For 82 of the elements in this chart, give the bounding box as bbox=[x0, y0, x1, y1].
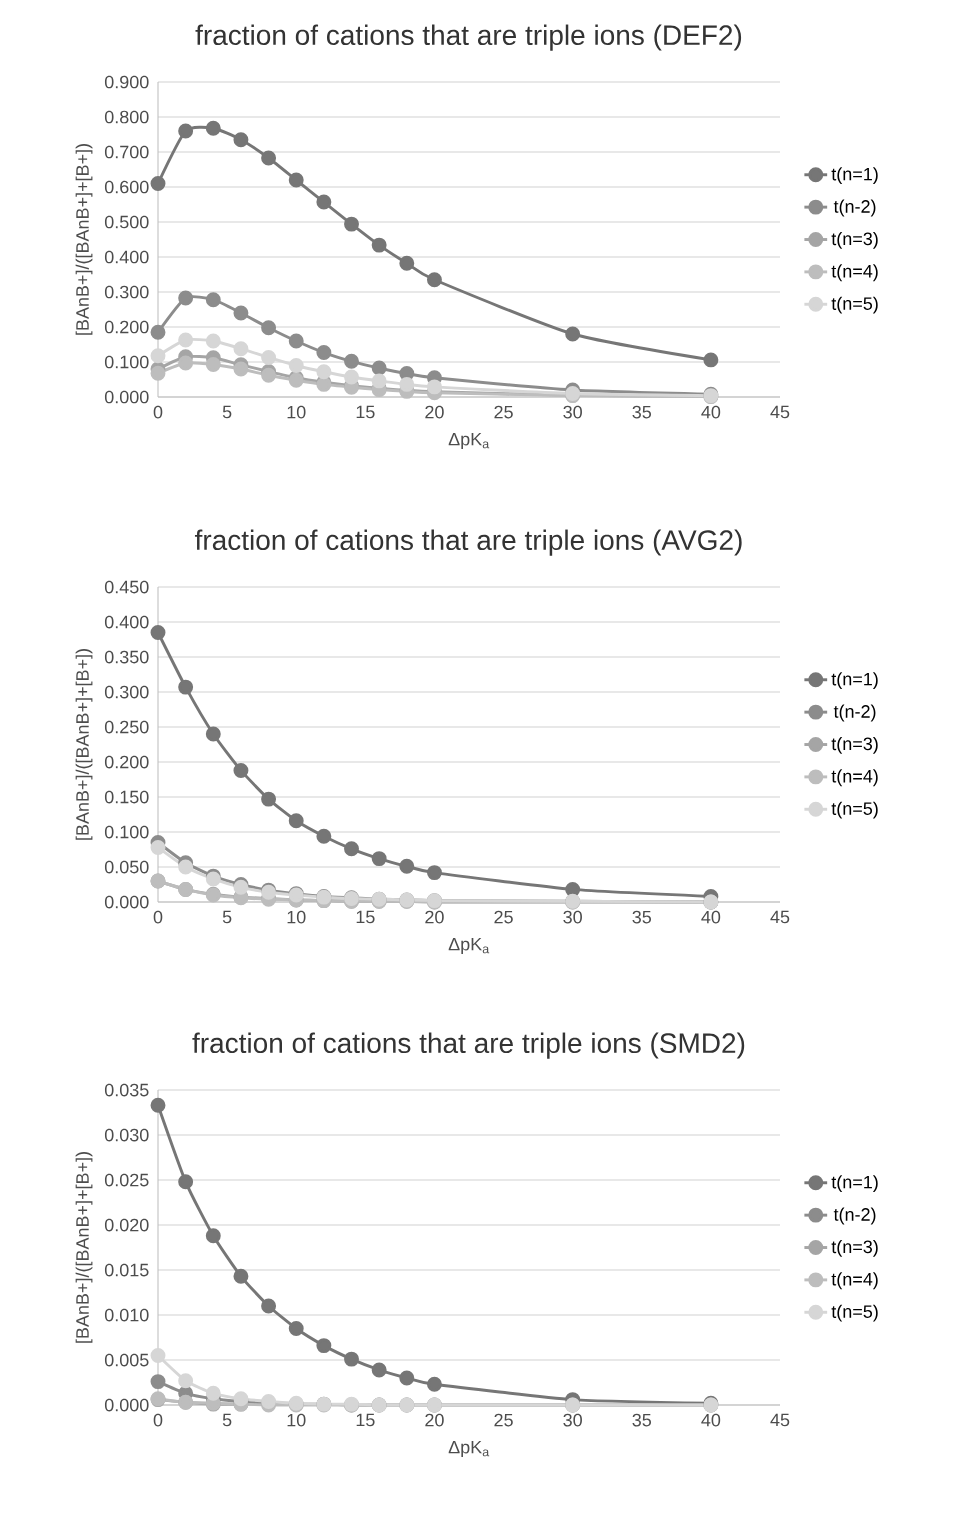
x-tick-label: 25 bbox=[494, 405, 513, 419]
y-tick-label: 0.005 bbox=[104, 1353, 149, 1367]
x-axis-title: ΔpK$_{a}$ bbox=[448, 1440, 490, 1458]
legend-label: t(n=3) bbox=[831, 1239, 878, 1257]
y-tick-label: 0.450 bbox=[104, 580, 149, 594]
x-tick-label: 45 bbox=[770, 910, 790, 924]
x-tick-label: 0 bbox=[153, 405, 163, 419]
x-tick-label: 40 bbox=[701, 910, 721, 924]
y-axis-title: [BAnB+]/([BAnB+]+[B+]) bbox=[75, 1152, 93, 1343]
y-tick-label: 0.050 bbox=[104, 860, 149, 874]
x-tick-label: 0 bbox=[153, 910, 163, 924]
y-tick-label: 0.000 bbox=[104, 390, 149, 404]
legend-label: t(n=4) bbox=[831, 264, 878, 282]
x-tick-label: 30 bbox=[563, 910, 582, 924]
y-tick-label: 0.350 bbox=[104, 650, 149, 664]
x-tick-label: 5 bbox=[222, 910, 232, 924]
y-tick-label: 0.000 bbox=[104, 1398, 149, 1412]
x-tick-label: 35 bbox=[632, 910, 652, 924]
x-tick-label: 20 bbox=[425, 910, 444, 924]
legend-label: t(n=1) bbox=[831, 167, 878, 184]
y-tick-label: 0.020 bbox=[104, 1218, 149, 1232]
x-tick-label: 45 bbox=[770, 1413, 790, 1427]
x-axis-title: ΔpK$_{a}$ bbox=[448, 432, 490, 450]
x-tick-label: 15 bbox=[356, 405, 375, 419]
x-tick-label: 25 bbox=[494, 910, 513, 924]
x-tick-label: 10 bbox=[287, 910, 306, 924]
legend-label: t(n=5) bbox=[831, 801, 878, 819]
x-tick-label: 40 bbox=[701, 405, 721, 419]
y-tick-label: 0.025 bbox=[104, 1173, 149, 1187]
y-tick-label: 0.600 bbox=[104, 180, 149, 194]
y-tick-label: 0.900 bbox=[104, 75, 149, 89]
legend-label: t(n=3) bbox=[831, 231, 878, 249]
x-tick-label: 25 bbox=[494, 1413, 513, 1427]
chart-title: fraction of cations that are triple ions (DEF2) bbox=[195, 24, 742, 51]
x-tick-label: 40 bbox=[701, 1413, 721, 1427]
x-axis-title: ΔpK$_{a}$ bbox=[448, 937, 490, 955]
x-tick-label: 10 bbox=[287, 405, 306, 419]
y-tick-label: 0.000 bbox=[104, 895, 149, 909]
y-tick-label: 0.250 bbox=[104, 720, 149, 734]
x-tick-label: 0 bbox=[153, 1413, 163, 1427]
x-tick-label: 20 bbox=[425, 1413, 444, 1427]
y-tick-label: 0.300 bbox=[104, 285, 149, 299]
y-tick-label: 0.015 bbox=[104, 1263, 149, 1277]
x-tick-label: 45 bbox=[770, 405, 790, 419]
legend-label: t(n-2) bbox=[833, 704, 876, 722]
x-tick-label: 35 bbox=[632, 1413, 652, 1427]
legend-label: t(n=1) bbox=[831, 1175, 878, 1193]
x-tick-label: 30 bbox=[563, 405, 582, 419]
y-tick-label: 0.500 bbox=[104, 215, 149, 229]
legend-label: t(n=3) bbox=[831, 736, 878, 754]
x-tick-label: 20 bbox=[425, 405, 444, 419]
legend-label: t(n-2) bbox=[833, 1207, 876, 1225]
legend-label: t(n=5) bbox=[831, 1304, 878, 1322]
y-tick-label: 0.035 bbox=[104, 1083, 149, 1097]
y-tick-label: 0.700 bbox=[104, 145, 149, 159]
y-tick-label: 0.800 bbox=[104, 110, 149, 124]
y-tick-label: 0.400 bbox=[104, 250, 149, 264]
legend-label: t(n=5) bbox=[831, 296, 878, 314]
y-tick-label: 0.400 bbox=[104, 615, 149, 629]
y-axis-title: [BAnB+]/([BAnB+]+[B+]) bbox=[75, 649, 93, 840]
y-tick-label: 0.150 bbox=[104, 790, 149, 804]
y-tick-label: 0.100 bbox=[104, 825, 149, 839]
y-axis-title: [BAnB+]/([BAnB+]+[B+]) bbox=[75, 144, 93, 335]
x-tick-label: 10 bbox=[287, 1413, 306, 1427]
legend-label: t(n=4) bbox=[831, 1272, 878, 1290]
x-tick-label: 15 bbox=[356, 910, 375, 924]
chart-title: fraction of cations that are triple ions (AVG2) bbox=[194, 529, 742, 556]
x-tick-label: 15 bbox=[356, 1413, 375, 1427]
x-tick-label: 5 bbox=[222, 1413, 232, 1427]
x-tick-label: 30 bbox=[563, 1413, 582, 1427]
y-tick-label: 0.300 bbox=[104, 685, 149, 699]
x-tick-label: 5 bbox=[222, 405, 232, 419]
y-tick-label: 0.100 bbox=[104, 355, 149, 369]
legend-label: t(n=4) bbox=[831, 769, 878, 787]
y-tick-label: 0.200 bbox=[104, 320, 149, 334]
y-tick-label: 0.030 bbox=[104, 1128, 149, 1142]
legend-label: t(n-2) bbox=[833, 199, 876, 217]
y-tick-label: 0.010 bbox=[104, 1308, 149, 1322]
legend-label: t(n=1) bbox=[831, 672, 878, 690]
y-tick-label: 0.200 bbox=[104, 755, 149, 769]
x-tick-label: 35 bbox=[632, 405, 652, 419]
chart-title: fraction of cations that are triple ions (SMD2) bbox=[192, 1032, 745, 1059]
